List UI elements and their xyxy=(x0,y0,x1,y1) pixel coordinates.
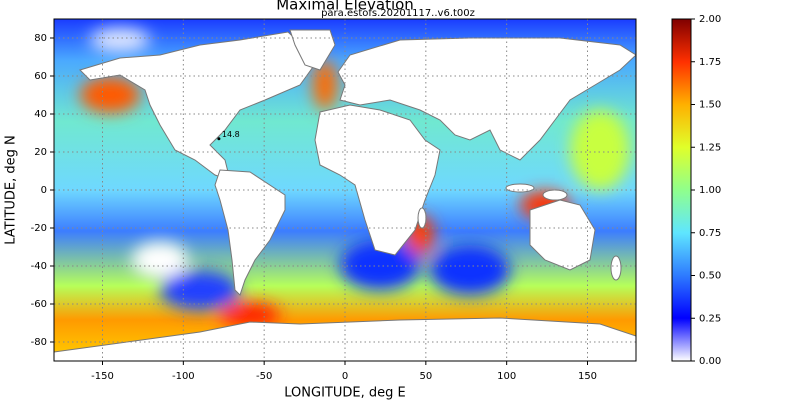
y-tick-label: 80 xyxy=(34,33,47,44)
colorbar-tick-label: 1.25 xyxy=(699,142,721,153)
x-axis-label: LONGITUDE, deg E xyxy=(284,386,405,401)
y-tick-label: -80 xyxy=(31,337,47,348)
chart-title: Maximal Elevation xyxy=(276,0,414,14)
colorbar-tick-label: 0.50 xyxy=(699,271,721,282)
x-tick-label: -150 xyxy=(91,371,114,382)
x-tick-label: 50 xyxy=(419,371,432,382)
land xyxy=(542,189,568,201)
colorbar-tick-label: 1.00 xyxy=(699,185,721,196)
x-tick-label: 150 xyxy=(578,371,597,382)
y-tick-label: -20 xyxy=(31,223,47,234)
y-tick-label: 60 xyxy=(34,71,47,82)
colorbar-tick-label: 0.25 xyxy=(699,313,721,324)
colorbar-tick-label: 0.75 xyxy=(699,228,721,239)
x-tick-label: -50 xyxy=(256,371,272,382)
land xyxy=(505,183,535,193)
y-tick-label: 0 xyxy=(41,185,47,196)
annotation: 14.8 xyxy=(222,130,240,139)
y-tick-label: 40 xyxy=(34,109,47,120)
colorbar-tick-label: 0.00 xyxy=(699,356,721,367)
land xyxy=(417,207,427,229)
x-tick-label: 100 xyxy=(497,371,516,382)
colorbar xyxy=(671,18,692,362)
land xyxy=(529,199,596,271)
colorbar-tick-label: 1.50 xyxy=(699,100,721,111)
land xyxy=(214,169,286,296)
y-tick-label: -60 xyxy=(31,299,47,310)
x-tick-label: -100 xyxy=(172,371,195,382)
annotation-marker xyxy=(217,137,221,141)
map xyxy=(54,19,636,361)
y-tick-label: -40 xyxy=(31,261,47,272)
grid xyxy=(54,19,636,361)
land xyxy=(79,31,319,181)
land xyxy=(314,104,441,256)
y-axis-label: LATITUDE, deg N xyxy=(4,135,19,245)
land xyxy=(289,29,336,71)
colorbar-tick-label: 2.00 xyxy=(699,14,721,25)
colorbar-tick-label: 1.75 xyxy=(699,57,721,68)
x-tick-label: 0 xyxy=(342,371,348,382)
chart-subtitle: para.estofs.20201117..v6.t00z xyxy=(321,8,475,19)
y-tick-label: 20 xyxy=(34,147,47,158)
land xyxy=(610,255,622,281)
